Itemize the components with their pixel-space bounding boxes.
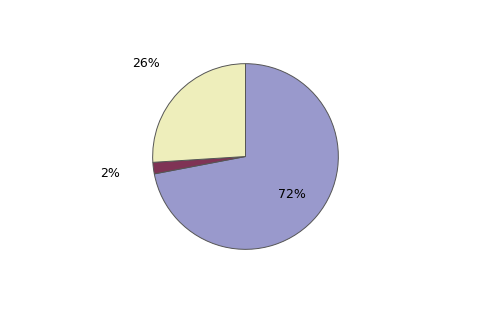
Text: 26%: 26% (132, 57, 160, 70)
Text: 2%: 2% (100, 167, 120, 180)
Wedge shape (154, 64, 338, 249)
Text: 72%: 72% (278, 188, 306, 201)
Wedge shape (153, 64, 246, 163)
Wedge shape (153, 157, 246, 174)
